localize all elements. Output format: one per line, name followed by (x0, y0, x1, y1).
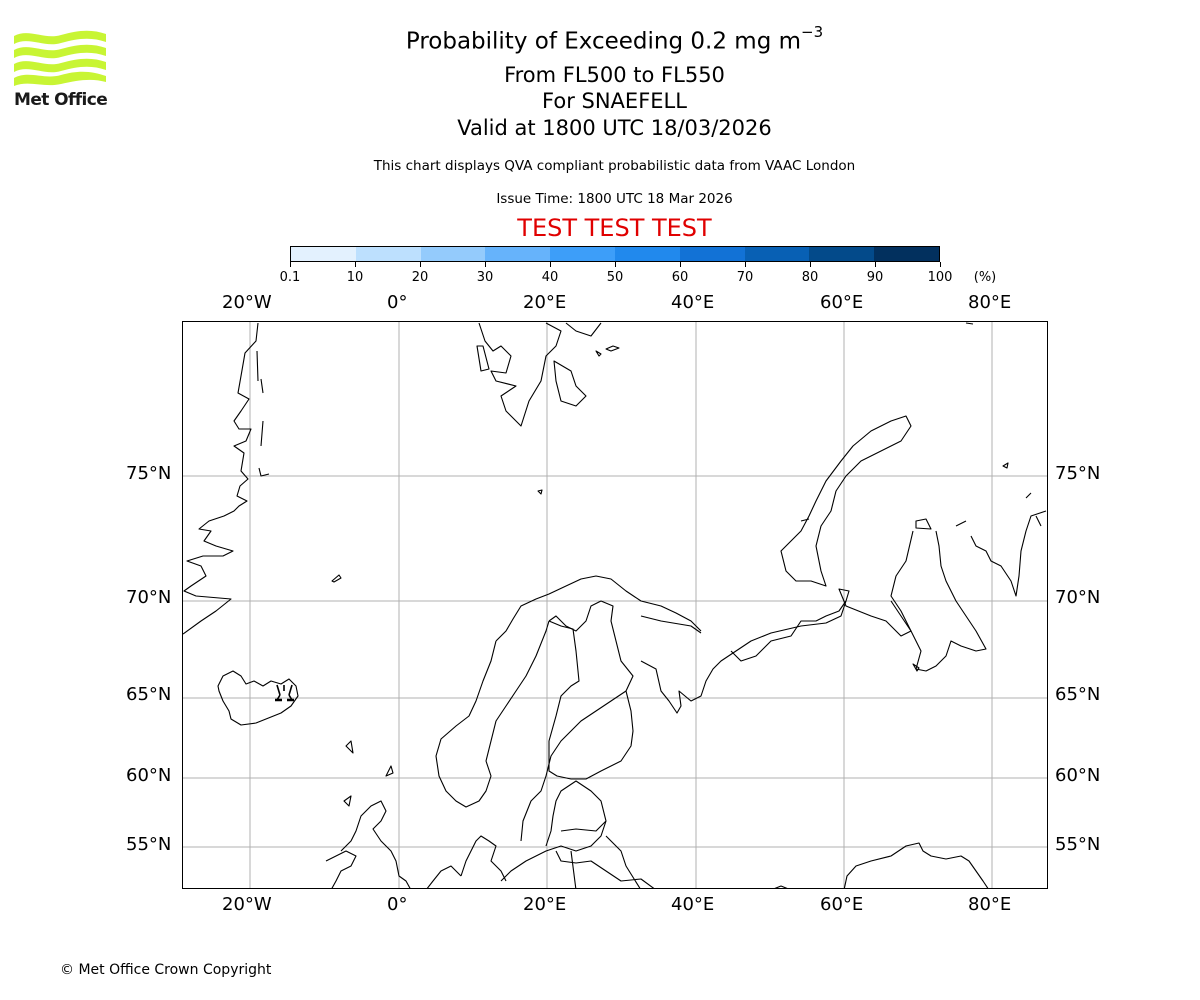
colorbar-tick-label: 30 (476, 270, 494, 285)
lon-label-top-20w: 20°W (222, 292, 272, 313)
lon-label-top-80e: 80°E (968, 292, 1012, 313)
lon-label-top-40e: 40°E (671, 292, 715, 313)
colorbar-tick-label: 0.1 (279, 270, 301, 285)
lon-label-bottom-20e: 20°E (523, 894, 567, 915)
colorbar-tick-mark (744, 262, 746, 267)
logo-text: Met Office (14, 90, 108, 110)
lat-label-right-65n: 65°N (1055, 684, 1101, 705)
colorbar-tick-mark (809, 262, 811, 267)
lat-label-right-55n: 55°N (1055, 834, 1101, 855)
colorbar-tick-label: 50 (606, 270, 624, 285)
colorbar-tick-label: 60 (671, 270, 689, 285)
valid-time: Valid at 1800 UTC 18/03/2026 (457, 116, 772, 140)
colorbar-segment (550, 247, 615, 261)
lon-label-bottom-20w: 20°W (222, 894, 272, 915)
colorbar-segment (614, 247, 680, 261)
colorbar-tick-label: 100 (927, 270, 953, 285)
graticule (183, 322, 1047, 888)
map-panel[interactable] (182, 321, 1048, 889)
colorbar-tick-label: 10 (346, 270, 364, 285)
colorbar-tick-mark (874, 262, 876, 267)
lon-label-top-0: 0° (387, 292, 408, 313)
lon-label-bottom-60e: 60°E (820, 894, 864, 915)
lon-label-bottom-0: 0° (387, 894, 408, 915)
test-banner: TEST TEST TEST (517, 214, 712, 242)
map-canvas (183, 322, 1047, 888)
colorbar-segment (291, 247, 356, 261)
coastlines (183, 322, 1047, 888)
colorbar-segment (744, 247, 810, 261)
met-office-logo: Met Office (14, 30, 108, 114)
volcano-icon[interactable] (275, 684, 294, 702)
colorbar-tick-label: 90 (866, 270, 884, 285)
lon-label-top-60e: 60°E (820, 292, 864, 313)
colorbar-segment (485, 247, 551, 261)
lat-label-left-65n: 65°N (126, 684, 172, 705)
colorbar-segment (355, 247, 421, 261)
colorbar-tick-mark (354, 262, 356, 267)
chart-title: Probability of Exceeding 0.2 mg m−3 (0, 23, 1200, 55)
volcano-name: For SNAEFELL (542, 89, 687, 113)
colorbar-segment (874, 247, 939, 261)
lon-label-top-20e: 20°E (523, 292, 567, 313)
lat-label-left-60n: 60°N (126, 765, 172, 786)
issue-time: Issue Time: 1800 UTC 18 Mar 2026 (496, 191, 733, 207)
lat-label-left-75n: 75°N (126, 463, 172, 484)
chart-description: This chart displays QVA compliant probab… (373, 158, 856, 174)
colorbar-tick-mark (484, 262, 486, 267)
lon-label-bottom-80e: 80°E (968, 894, 1012, 915)
colorbar-tick-mark (679, 262, 681, 267)
lat-label-right-75n: 75°N (1055, 463, 1101, 484)
flight-level-range: From FL500 to FL550 (504, 63, 725, 87)
lat-label-left-55n: 55°N (126, 834, 172, 855)
title-text: Probability of Exceeding 0.2 mg m (405, 28, 802, 55)
colorbar-tick-label: 20 (411, 270, 429, 285)
colorbar-tick-label: 40 (541, 270, 559, 285)
probability-colorbar (290, 246, 940, 262)
colorbar-segment (679, 247, 745, 261)
colorbar-tick-label: 80 (801, 270, 819, 285)
colorbar-segment (809, 247, 875, 261)
colorbar-tick-label: 70 (736, 270, 754, 285)
lon-label-bottom-40e: 40°E (671, 894, 715, 915)
title-superscript: −3 (801, 23, 824, 41)
colorbar-segment (420, 247, 486, 261)
colorbar-tick-mark (939, 262, 941, 267)
lat-label-right-70n: 70°N (1055, 587, 1101, 608)
lat-label-left-70n: 70°N (126, 587, 172, 608)
colorbar-tick-mark (614, 262, 616, 267)
met-office-wave-icon (14, 30, 106, 86)
colorbar-tick-mark (549, 262, 551, 267)
copyright-notice: © Met Office Crown Copyright (60, 962, 272, 978)
colorbar-unit: (%) (973, 270, 997, 285)
colorbar-tick-mark (289, 262, 291, 267)
colorbar-tick-mark (419, 262, 421, 267)
lat-label-right-60n: 60°N (1055, 765, 1101, 786)
